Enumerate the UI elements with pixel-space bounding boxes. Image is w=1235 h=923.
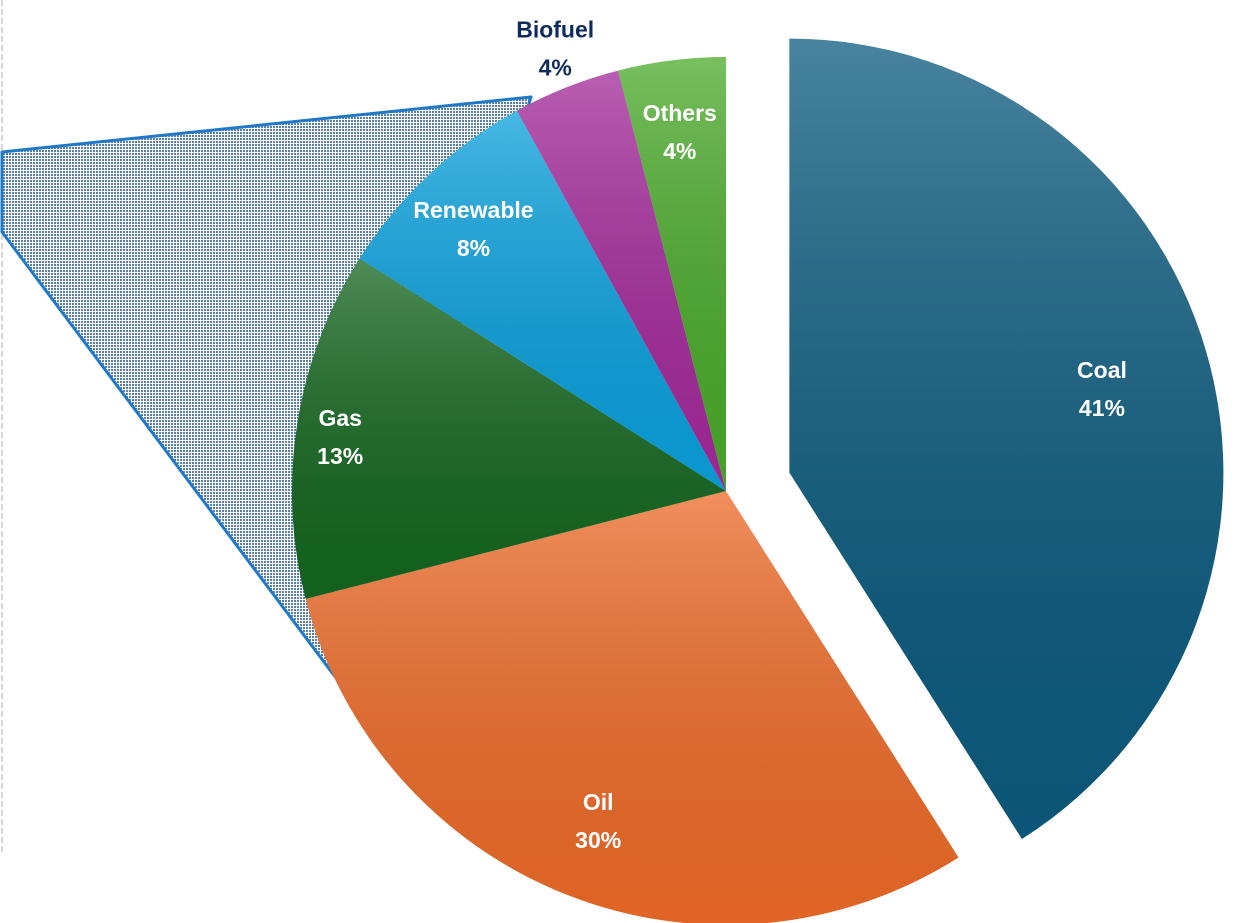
pie-slice-shade-oil [305, 491, 959, 923]
slice-value-oil: 30% [575, 827, 621, 853]
slice-label-others: Others [643, 100, 717, 126]
slice-label-gas: Gas [318, 405, 361, 431]
pie-labels: Coal 41% Oil 30% Gas 13% Renewable 8% Biofuel 4% O… [317, 17, 1127, 853]
slice-value-coal: 41% [1079, 395, 1125, 421]
slice-value-gas: 13% [317, 443, 363, 469]
slice-label-renewable: Renewable [413, 197, 533, 223]
slice-label-coal: Coal [1077, 357, 1127, 383]
pie-slice-shade-renewable [359, 110, 726, 492]
slice-value-others: 4% [663, 138, 696, 164]
pie-slices [292, 38, 1224, 923]
slice-label-biofuel: Biofuel [516, 17, 594, 43]
pie-slice-shade-others [618, 57, 726, 491]
pie-slice-shade-biofuel [516, 70, 726, 491]
pie-slice-shade-gas [292, 258, 726, 599]
slice-value-biofuel: 4% [539, 55, 572, 81]
slice-value-renewable: 8% [457, 235, 490, 261]
pie-slice-shade-coal [789, 38, 1224, 840]
slice-label-oil: Oil [583, 789, 614, 815]
